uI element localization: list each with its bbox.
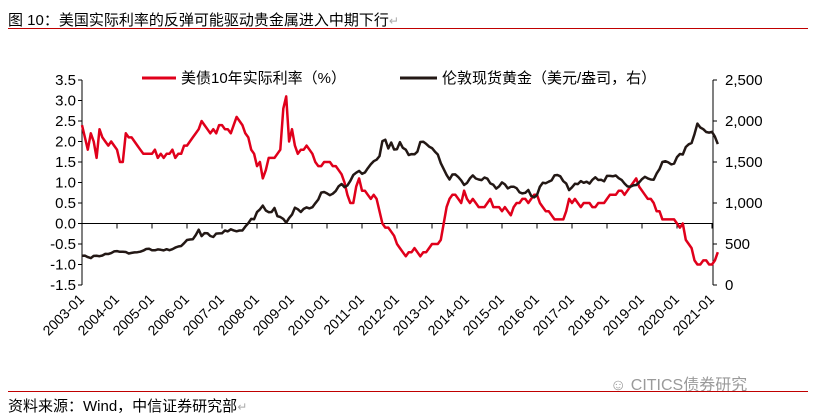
legend-label-gold: 伦敦现货黄金（美元/盎司，右） bbox=[442, 70, 656, 87]
left-axis-tick-label: 2.0 bbox=[55, 134, 76, 151]
title-divider bbox=[8, 28, 808, 29]
right-axis-tick-label: 1,500 bbox=[725, 154, 763, 171]
figure-title-text: 图 10：美国实际利率的反弹可能驱动贵金属进入中期下行 bbox=[8, 12, 389, 29]
left-axis-tick-label: 3.0 bbox=[55, 93, 76, 110]
right-axis-tick-label: 2,000 bbox=[725, 113, 763, 130]
left-axis-tick-label: 0.5 bbox=[55, 195, 76, 212]
return-mark: ↵ bbox=[237, 400, 248, 414]
return-mark: ↵ bbox=[388, 14, 399, 28]
wechat-icon: ☺ bbox=[610, 377, 631, 394]
right-axis-tick-label: 2,500 bbox=[725, 72, 763, 89]
right-axis-tick-label: 0 bbox=[725, 277, 733, 294]
figure-title: 图 10：美国实际利率的反弹可能驱动贵金属进入中期下行↵ bbox=[8, 9, 399, 30]
legend-label-real-rate: 美债10年实际利率（%） bbox=[181, 70, 346, 87]
left-axis-tick-label: 2.5 bbox=[55, 113, 76, 130]
legend: 美债10年实际利率（%） 伦敦现货黄金（美元/盎司，右） bbox=[142, 70, 656, 87]
left-axis-tick-label: 1.5 bbox=[55, 154, 76, 171]
series-line-gold bbox=[81, 122, 719, 260]
left-axis-tick-label: 3.5 bbox=[55, 72, 76, 89]
right-axis-tick-label: 500 bbox=[725, 236, 750, 253]
watermark-text: CITICS债券研究 bbox=[630, 377, 748, 394]
footer-divider bbox=[8, 391, 808, 392]
left-axis-tick-label: 1.0 bbox=[55, 175, 76, 192]
left-axis-tick-label: 0.0 bbox=[55, 216, 76, 233]
watermark: ☺ CITICS债券研究 bbox=[610, 371, 747, 395]
series-line-real-rate bbox=[80, 95, 719, 266]
source-text: 资料来源：Wind，中信证券研究部 bbox=[8, 398, 238, 415]
source-note: 资料来源：Wind，中信证券研究部↵ bbox=[8, 395, 247, 416]
left-axis-tick-label: -1.0 bbox=[50, 257, 76, 274]
series-lines bbox=[80, 95, 719, 266]
left-axis-tick-label: -0.5 bbox=[50, 236, 76, 253]
right-axis-tick-label: 1,000 bbox=[725, 195, 763, 212]
left-axis-tick-label: -1.5 bbox=[50, 277, 76, 294]
